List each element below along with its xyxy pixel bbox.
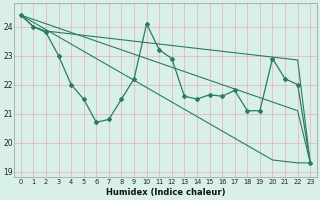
X-axis label: Humidex (Indice chaleur): Humidex (Indice chaleur) xyxy=(106,188,225,197)
